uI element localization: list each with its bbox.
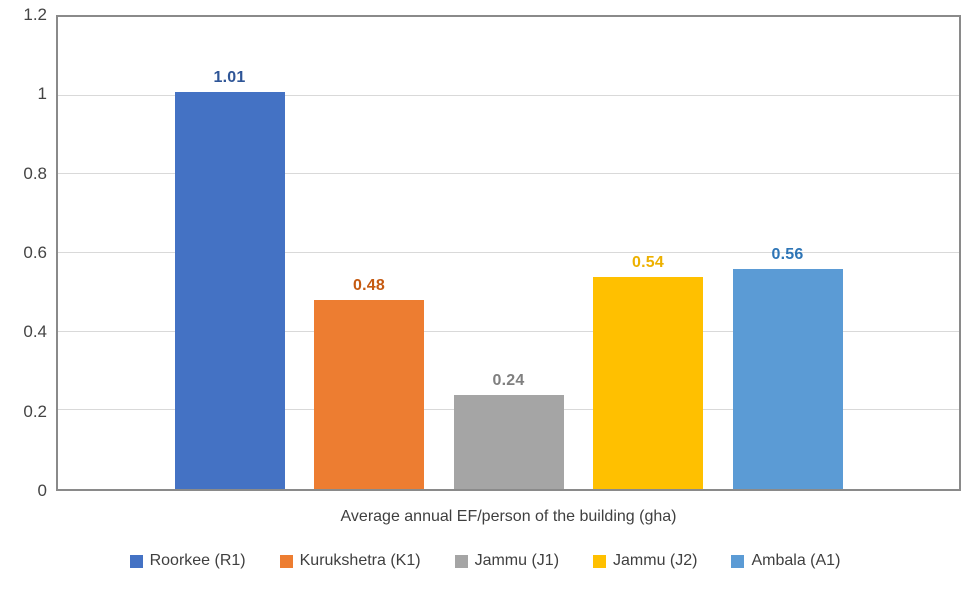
legend-swatch-icon	[129, 554, 143, 568]
legend-item-Roorkee (R1): Roorkee (R1)	[129, 552, 246, 570]
data-label: 0.56	[771, 245, 804, 263]
legend-swatch-icon	[593, 554, 607, 568]
legend-item-Jammu (J1): Jammu (J1)	[454, 552, 560, 570]
gridline	[58, 94, 959, 96]
legend: Roorkee (R1) Kurukshetra (K1) Jammu (J1) Ja…	[0, 552, 970, 570]
gridline	[58, 173, 959, 175]
y-tick-label: 0.8	[23, 163, 47, 183]
bar-Ambala (A1)	[732, 268, 843, 489]
plot-area: 1.01 0.48 0.24 0.54 0.56	[56, 15, 961, 491]
legend-swatch-icon	[731, 554, 745, 568]
bar-Roorkee (R1)	[174, 91, 285, 489]
legend-item-Jammu (J2): Jammu (J2)	[593, 552, 697, 570]
legend-swatch-icon	[279, 554, 293, 568]
y-tick-label: 1	[37, 84, 47, 104]
legend-label: Jammu (J1)	[474, 552, 560, 569]
data-label: 0.54	[632, 253, 664, 271]
legend-label: Jammu (J2)	[613, 552, 698, 569]
legend-label: Kurukshetra (K1)	[299, 552, 421, 569]
y-tick-label: 1.2	[23, 5, 47, 24]
y-tick-label: 0.2	[23, 401, 47, 421]
legend-swatch-icon	[454, 554, 468, 568]
data-label: 0.24	[492, 371, 525, 389]
x-axis-title: Average annual EF/person of the building…	[340, 508, 677, 525]
legend-item-Ambala (A1): Ambala (A1)	[731, 552, 840, 570]
bar-Kurukshetra (K1)	[314, 300, 424, 489]
bar-Jammu (J2)	[593, 276, 703, 489]
legend-item-Kurukshetra (K1): Kurukshetra (K1)	[279, 552, 421, 570]
y-tick-label: 0.4	[23, 322, 47, 342]
y-tick-label: 0	[37, 481, 47, 500]
data-label: 1.01	[213, 68, 246, 86]
y-tick-label: 0.6	[23, 243, 47, 262]
bar-Jammu (J1)	[453, 394, 564, 489]
legend-label: Roorkee (R1)	[149, 552, 246, 569]
gridline	[58, 330, 959, 332]
gridline	[58, 252, 959, 253]
data-label: 0.48	[353, 277, 385, 295]
y-axis-tick-labels: 0 0.2 0.4 0.6 0.8 1 1.2	[0, 5, 47, 500]
legend-label: Ambala (A1)	[751, 552, 841, 569]
